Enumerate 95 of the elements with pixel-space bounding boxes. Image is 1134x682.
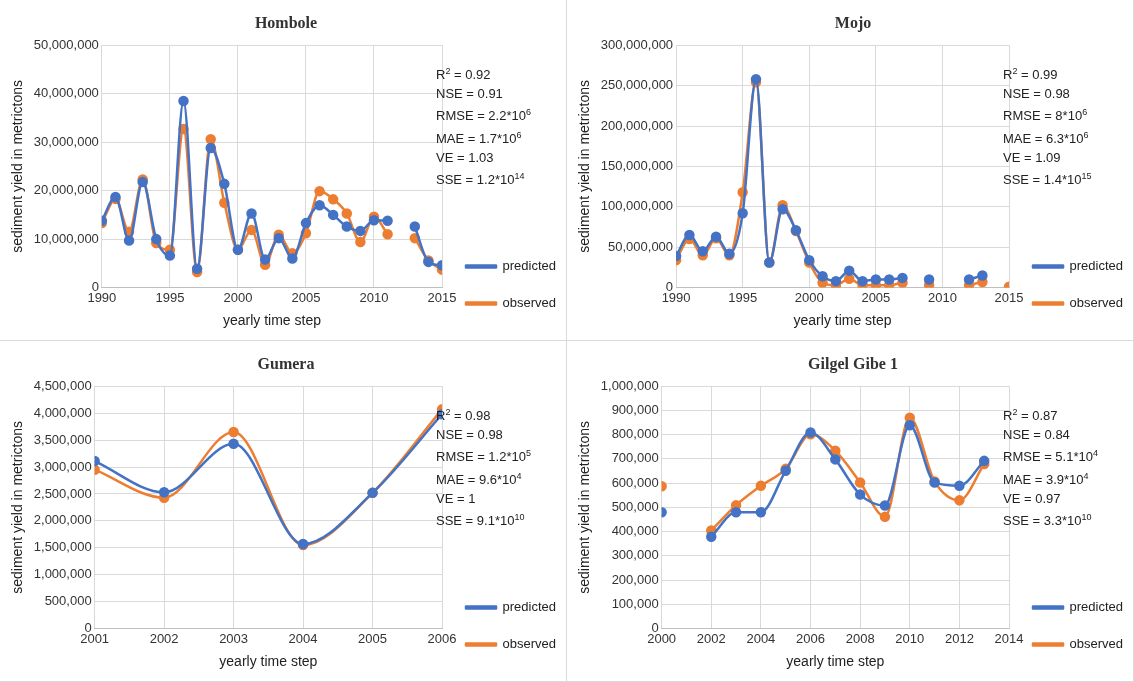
chart-title: Gilgel Gibe 1 bbox=[808, 354, 898, 373]
x-tick-label: 2002 bbox=[149, 630, 179, 646]
annotation: RMSE = 1.2*10$^{5}$ bbox=[436, 447, 532, 467]
y-tick-label: 1,000,000 bbox=[600, 377, 659, 393]
y-axis-title: sediment yield in metrictons bbox=[576, 80, 593, 253]
legend-label: predicted bbox=[502, 258, 557, 274]
annotation: SSE = 9.1*10$^{10}$ bbox=[436, 511, 526, 531]
y-tick-label: 200,000 bbox=[611, 571, 659, 587]
y-tick-label: 200,000,000 bbox=[600, 117, 674, 133]
annotation: NSE = 0.84 bbox=[1003, 425, 1071, 444]
x-tick-label: 2015 bbox=[427, 289, 457, 305]
x-tick-label: 2003 bbox=[219, 630, 249, 646]
x-tick-label: 2004 bbox=[288, 630, 318, 646]
annotation: SSE = 1.4*10$^{15}$ bbox=[1003, 170, 1093, 190]
x-tick-label: 2002 bbox=[696, 630, 726, 646]
y-tick-label: 4,000,000 bbox=[33, 404, 92, 420]
y-tick-label: 40,000,000 bbox=[33, 85, 99, 101]
y-tick-label: 900,000 bbox=[611, 402, 659, 418]
legend-label: predicted bbox=[1069, 599, 1124, 615]
chart-title: Mojo bbox=[834, 13, 872, 32]
x-tick-label: 2008 bbox=[845, 630, 875, 646]
annotation: NSE = 0.91 bbox=[436, 84, 504, 103]
y-tick-label: 2,500,000 bbox=[33, 485, 92, 501]
y-tick-label: 100,000 bbox=[611, 595, 659, 611]
x-tick-label: 2012 bbox=[944, 630, 974, 646]
y-tick-label: 600,000 bbox=[611, 474, 659, 490]
y-axis-title: sediment yield in metrictons bbox=[9, 421, 26, 594]
annotation: MAE = 3.9*10$^{4}$ bbox=[1003, 470, 1090, 490]
y-tick-label: 400,000 bbox=[611, 523, 659, 539]
annotation: RMSE = 2.2*10$^{6}$ bbox=[436, 106, 532, 126]
annotation: R$^{2}$ = 0.92 bbox=[436, 65, 492, 85]
legend-label: observed bbox=[502, 295, 557, 311]
y-tick-label: 800,000 bbox=[611, 426, 659, 442]
annotation: R$^{2}$ = 0.87 bbox=[1003, 406, 1059, 426]
y-tick-label: 1,000,000 bbox=[33, 566, 92, 582]
annotation: RMSE = 5.1*10$^{4}$ bbox=[1003, 447, 1099, 467]
x-axis-title: yearly time step bbox=[222, 312, 322, 329]
x-tick-label: 2004 bbox=[746, 630, 776, 646]
annotation: VE = 1.09 bbox=[1003, 149, 1062, 167]
x-tick-label: 2000 bbox=[794, 289, 824, 305]
annotation: SSE = 3.3*10$^{10}$ bbox=[1003, 511, 1093, 531]
y-tick-label: 50,000,000 bbox=[608, 238, 674, 254]
legend-label: observed bbox=[502, 636, 557, 652]
x-tick-label: 2005 bbox=[291, 289, 321, 305]
x-tick-label: 2014 bbox=[994, 630, 1024, 646]
y-tick-label: 500,000 bbox=[611, 498, 659, 514]
y-tick-label: 250,000,000 bbox=[600, 77, 674, 93]
x-tick-label: 2005 bbox=[861, 289, 891, 305]
x-axis-title: yearly time step bbox=[793, 312, 892, 329]
y-tick-label: 20,000,000 bbox=[33, 182, 99, 198]
annotation: MAE = 9.6*10$^{4}$ bbox=[436, 470, 523, 490]
annotation: VE = 0.97 bbox=[1003, 490, 1062, 508]
annotation: SSE = 1.2*10$^{14}$ bbox=[436, 170, 526, 190]
y-tick-label: 300,000,000 bbox=[600, 36, 674, 52]
y-tick-label: 30,000,000 bbox=[33, 133, 99, 149]
annotation: VE = 1 bbox=[436, 490, 477, 508]
y-tick-label: 3,000,000 bbox=[33, 458, 92, 474]
annotation: NSE = 0.98 bbox=[1003, 84, 1071, 103]
annotation: R$^{2}$ = 0.99 bbox=[1003, 65, 1059, 85]
legend-label: observed bbox=[1069, 295, 1124, 311]
x-tick-label: 2010 bbox=[359, 289, 389, 305]
legend-label: predicted bbox=[1069, 258, 1124, 274]
y-tick-label: 2,000,000 bbox=[33, 512, 92, 528]
legend-label: predicted bbox=[502, 599, 557, 615]
y-tick-label: 50,000,000 bbox=[33, 36, 99, 52]
annotation: MAE = 6.3*10$^{6}$ bbox=[1003, 129, 1090, 149]
y-tick-label: 4,500,000 bbox=[33, 377, 92, 393]
y-axis-title: sediment yield in metrictons bbox=[9, 80, 26, 253]
x-tick-label: 2010 bbox=[927, 289, 957, 305]
chart-title: Hombole bbox=[254, 13, 318, 31]
y-tick-label: 300,000 bbox=[611, 547, 659, 563]
annotation: NSE = 0.98 bbox=[436, 425, 504, 444]
x-tick-label: 2000 bbox=[223, 289, 253, 305]
x-tick-label: 2006 bbox=[796, 630, 825, 646]
x-tick-label: 2015 bbox=[994, 289, 1024, 305]
x-axis-title: yearly time step bbox=[786, 653, 885, 670]
x-axis-title: yearly time step bbox=[219, 653, 318, 670]
y-tick-label: 3,500,000 bbox=[33, 431, 92, 447]
y-tick-label: 500,000 bbox=[44, 593, 92, 609]
x-tick-label: 1995 bbox=[728, 289, 758, 305]
x-tick-label: 2010 bbox=[895, 630, 925, 646]
x-tick-label: 1995 bbox=[155, 289, 185, 305]
annotation: RMSE = 8*10$^{6}$ bbox=[1003, 106, 1089, 126]
y-tick-label: 10,000,000 bbox=[33, 230, 99, 246]
chart-title: Gumera bbox=[257, 354, 315, 372]
y-tick-label: 1,500,000 bbox=[33, 539, 92, 555]
legend-label: observed bbox=[1069, 636, 1124, 652]
y-axis-title: sediment yield in metrictons bbox=[576, 421, 593, 594]
annotation: VE = 1.03 bbox=[436, 149, 495, 167]
y-tick-label: 700,000 bbox=[611, 450, 659, 466]
y-tick-label: 150,000,000 bbox=[600, 157, 674, 173]
annotation: MAE = 1.7*10$^{6}$ bbox=[436, 129, 523, 149]
y-tick-label: 100,000,000 bbox=[600, 198, 674, 214]
x-tick-label: 2005 bbox=[358, 630, 387, 646]
x-tick-label: 2006 bbox=[427, 630, 457, 646]
